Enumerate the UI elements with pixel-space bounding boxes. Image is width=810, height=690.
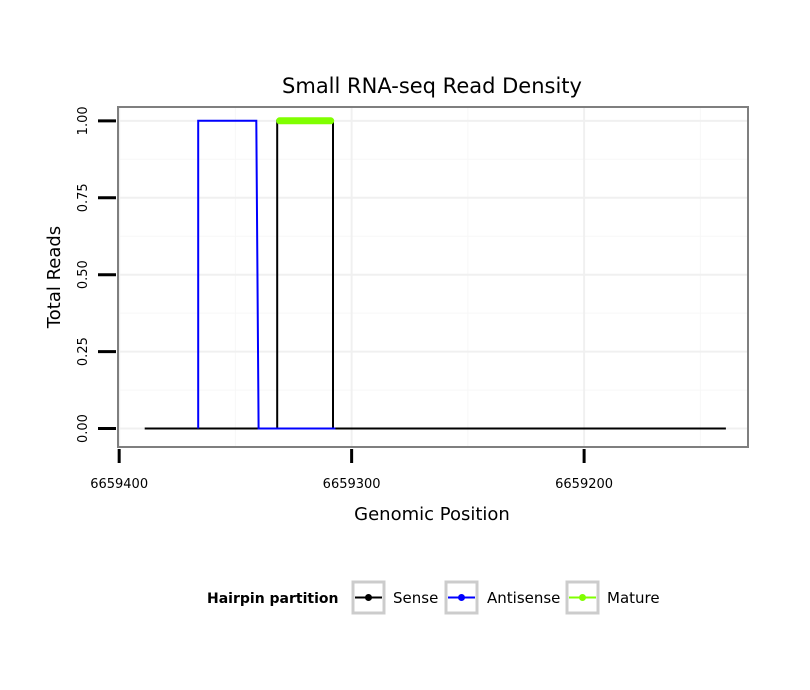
y-tick-label: 0.00 <box>76 414 91 443</box>
legend-point-sense <box>365 594 372 601</box>
series-layer <box>144 117 726 430</box>
x-tick-label: 6659200 <box>555 477 613 492</box>
legend-label-antisense: Antisense <box>487 589 560 607</box>
x-tick-label: 6659400 <box>90 477 148 492</box>
legend-point-mature <box>579 594 586 601</box>
series-line-antisense <box>197 119 336 430</box>
legend-item-antisense: Antisense <box>444 580 560 615</box>
x-tick-label: 6659300 <box>323 477 381 492</box>
legend-label-sense: Sense <box>393 589 438 607</box>
legend-title: Hairpin partition <box>207 591 338 607</box>
legend-item-sense: Sense <box>351 580 438 615</box>
x-axis: 6659400 6659300 6659200 <box>90 449 613 492</box>
y-tick-label: 1.00 <box>76 106 91 135</box>
y-axis: 0.00 0.25 0.50 0.75 1.00 <box>76 106 116 443</box>
legend-item-mature: Mature <box>565 580 660 615</box>
plot-panel <box>117 106 749 448</box>
y-axis-title: Total Reads <box>44 226 65 329</box>
legend-point-antisense <box>458 594 465 601</box>
legend: Hairpin partition Sense Antisense Mature <box>207 580 660 615</box>
x-axis-title: Genomic Position <box>354 504 510 525</box>
plot-background <box>118 107 748 447</box>
y-tick-label: 0.75 <box>76 183 91 212</box>
plot-border <box>117 106 749 448</box>
y-tick-label: 0.25 <box>76 337 91 366</box>
series-line-sense <box>144 119 726 430</box>
legend-label-mature: Mature <box>607 589 660 607</box>
y-tick-label: 0.50 <box>76 260 91 289</box>
chart-title: Small RNA-seq Read Density <box>282 74 582 98</box>
